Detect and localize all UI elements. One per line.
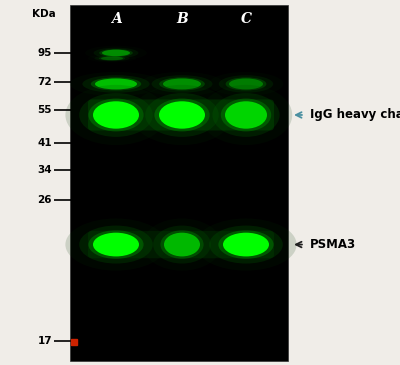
Ellipse shape [212,93,280,137]
Ellipse shape [88,54,136,62]
FancyBboxPatch shape [88,231,274,258]
Ellipse shape [219,75,273,93]
Ellipse shape [94,48,138,58]
Ellipse shape [145,93,219,137]
Ellipse shape [82,75,150,93]
Ellipse shape [99,49,133,57]
Text: IgG heavy chain: IgG heavy chain [310,108,400,122]
Text: 17: 17 [37,336,52,346]
Text: C: C [240,12,252,26]
FancyBboxPatch shape [88,99,274,130]
Text: 26: 26 [38,195,52,205]
Ellipse shape [95,78,137,89]
Ellipse shape [65,218,166,271]
Ellipse shape [101,57,123,60]
Ellipse shape [229,78,263,89]
Text: 41: 41 [37,138,52,148]
Ellipse shape [195,218,297,271]
Text: B: B [176,12,188,26]
Text: A: A [111,12,121,26]
Text: 55: 55 [38,104,52,115]
Ellipse shape [153,226,211,264]
Ellipse shape [79,93,153,137]
Ellipse shape [209,72,283,96]
Ellipse shape [70,72,162,96]
Ellipse shape [164,233,200,256]
Text: 34: 34 [37,165,52,175]
Ellipse shape [154,99,210,131]
Ellipse shape [225,101,267,129]
Ellipse shape [131,85,233,145]
Ellipse shape [102,50,130,56]
Ellipse shape [85,46,147,60]
Ellipse shape [93,101,139,129]
Text: 72: 72 [37,77,52,87]
Ellipse shape [142,218,222,271]
Ellipse shape [159,77,205,91]
Ellipse shape [79,226,153,264]
Ellipse shape [65,85,166,145]
Ellipse shape [88,230,144,259]
Ellipse shape [93,233,139,256]
Ellipse shape [91,77,141,91]
Ellipse shape [200,85,292,145]
Ellipse shape [221,99,271,131]
Ellipse shape [152,75,212,93]
Ellipse shape [88,99,144,131]
Bar [70,5,288,361]
Ellipse shape [140,72,224,96]
Text: 95: 95 [38,48,52,58]
Ellipse shape [226,77,266,91]
Ellipse shape [159,101,205,129]
Ellipse shape [99,56,125,61]
Ellipse shape [223,233,269,256]
Ellipse shape [94,55,130,61]
Ellipse shape [209,226,283,264]
Text: PSMA3: PSMA3 [310,238,356,251]
Text: KDa: KDa [32,9,56,19]
Ellipse shape [163,78,201,89]
Ellipse shape [218,230,274,259]
Ellipse shape [160,230,204,259]
